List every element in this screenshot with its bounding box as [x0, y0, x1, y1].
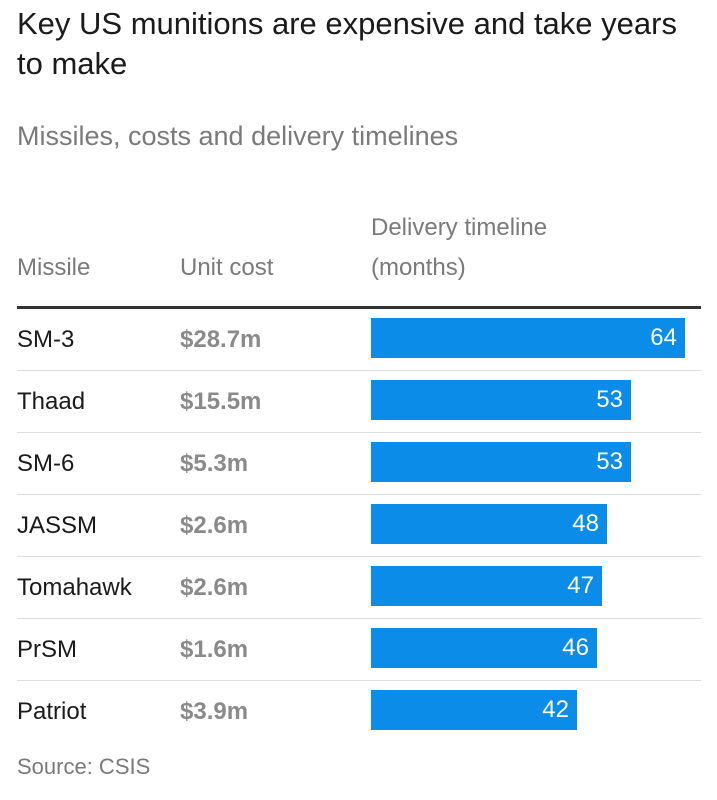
- missile-name: Thaad: [17, 388, 86, 415]
- delivery-bar: 46: [371, 628, 597, 668]
- table-row: JASSM $2.6m 48: [17, 495, 701, 557]
- unit-cost: $2.6m: [180, 574, 249, 601]
- row-divider: [17, 618, 701, 619]
- bar-value-label: 48: [572, 510, 599, 537]
- header-rule: [17, 306, 701, 309]
- column-header-unit-cost: Unit cost: [180, 254, 274, 281]
- row-divider: [17, 556, 701, 557]
- table-row: SM-6 $5.3m 53: [17, 433, 701, 495]
- table-row: Thaad $15.5m 53: [17, 371, 701, 433]
- column-header-delivery-line1: Delivery timeline: [371, 214, 548, 241]
- row-divider: [17, 370, 701, 371]
- delivery-bar: 47: [371, 566, 602, 606]
- bar-value-label: 47: [567, 572, 594, 599]
- unit-cost: $2.6m: [180, 512, 249, 539]
- source-note: Source: CSIS: [17, 754, 151, 779]
- chart-subtitle: Missiles, costs and delivery timelines: [17, 121, 459, 151]
- delivery-bar: 53: [371, 442, 631, 482]
- bar-value-label: 53: [596, 386, 623, 413]
- column-header-missile: Missile: [17, 254, 91, 281]
- missile-name: Tomahawk: [17, 574, 132, 601]
- bar-value-label: 46: [562, 634, 589, 661]
- table-row: PrSM $1.6m 46: [17, 619, 701, 681]
- unit-cost: $15.5m: [180, 388, 262, 415]
- column-header-delivery-line2: (months): [371, 254, 466, 281]
- delivery-bar: 48: [371, 504, 607, 544]
- chart-title: Key US munitions are expensive and take …: [17, 6, 677, 81]
- row-divider: [17, 432, 701, 433]
- missile-name: PrSM: [17, 636, 77, 663]
- delivery-bar: 53: [371, 380, 631, 420]
- missile-name: JASSM: [17, 512, 98, 539]
- missile-name: Patriot: [17, 698, 87, 725]
- row-divider: [17, 680, 701, 681]
- bar-value-label: 42: [542, 696, 569, 723]
- delivery-bar: 42: [371, 690, 577, 730]
- table-row: Patriot $3.9m 42: [17, 681, 701, 743]
- delivery-bar: 64: [371, 318, 685, 358]
- unit-cost: $28.7m: [180, 326, 262, 353]
- bar-value-label: 53: [596, 448, 623, 475]
- missile-name: SM-3: [17, 326, 75, 353]
- unit-cost: $1.6m: [180, 636, 249, 663]
- table-row: SM-3 $28.7m 64: [17, 309, 701, 371]
- missile-name: SM-6: [17, 450, 75, 477]
- unit-cost: $3.9m: [180, 698, 249, 725]
- bar-value-label: 64: [650, 324, 677, 351]
- table-row: Tomahawk $2.6m 47: [17, 557, 701, 619]
- row-divider: [17, 494, 701, 495]
- unit-cost: $5.3m: [180, 450, 249, 477]
